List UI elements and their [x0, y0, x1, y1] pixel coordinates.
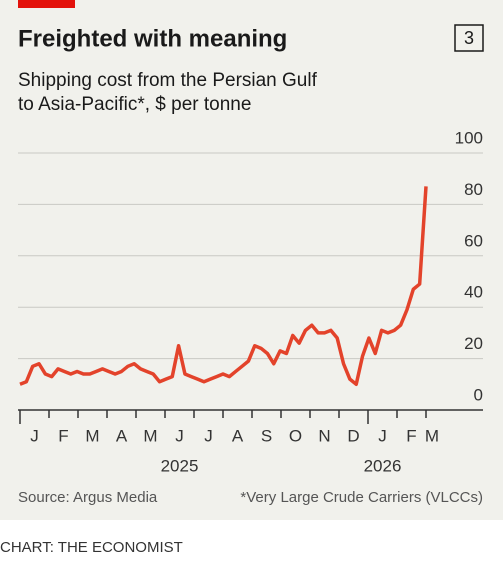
source: Source: Argus Media: [18, 489, 158, 506]
background: [0, 0, 503, 520]
year-label: 2026: [364, 456, 402, 475]
credit: CHART: THE ECONOMIST: [0, 539, 183, 556]
subtitle: Shipping cost from the Persian Gulf: [18, 70, 318, 91]
line: [19, 186, 428, 387]
x-tick-label: F: [406, 426, 416, 445]
x-tick-label: N: [318, 426, 330, 445]
x-tick-label: J: [30, 426, 39, 445]
x-tick-label: M: [425, 426, 439, 445]
x-tick-label: M: [143, 426, 157, 445]
y-tick-label: 40: [464, 283, 483, 302]
y-tick-label: 100: [455, 128, 483, 147]
x-tick-label: S: [261, 426, 272, 445]
y-tick-label: 60: [464, 231, 483, 250]
x-tick-label: A: [232, 426, 244, 445]
x-tick-label: O: [289, 426, 302, 445]
footnote: *Very Large Crude Carriers (VLCCs): [240, 489, 483, 506]
x-tick-label: J: [175, 426, 184, 445]
x-tick-label: M: [85, 426, 99, 445]
subtitle: to Asia-Pacific*, $ per tonne: [18, 94, 251, 115]
x-tick-label: D: [347, 426, 359, 445]
red-tag: [18, 0, 75, 8]
chart-number: 3: [464, 28, 474, 48]
x-tick-label: J: [204, 426, 213, 445]
x-tick-label: F: [58, 426, 68, 445]
chart-title: Freighted with meaning: [18, 25, 287, 52]
year-label: 2025: [161, 456, 199, 475]
number-box: [454, 24, 484, 52]
y-tick-label: 20: [464, 334, 483, 353]
x-tick-label: J: [378, 426, 387, 445]
y-tick-label: 80: [464, 180, 483, 199]
x-tick-label: A: [116, 426, 128, 445]
y-tick-label: 0: [474, 385, 483, 404]
